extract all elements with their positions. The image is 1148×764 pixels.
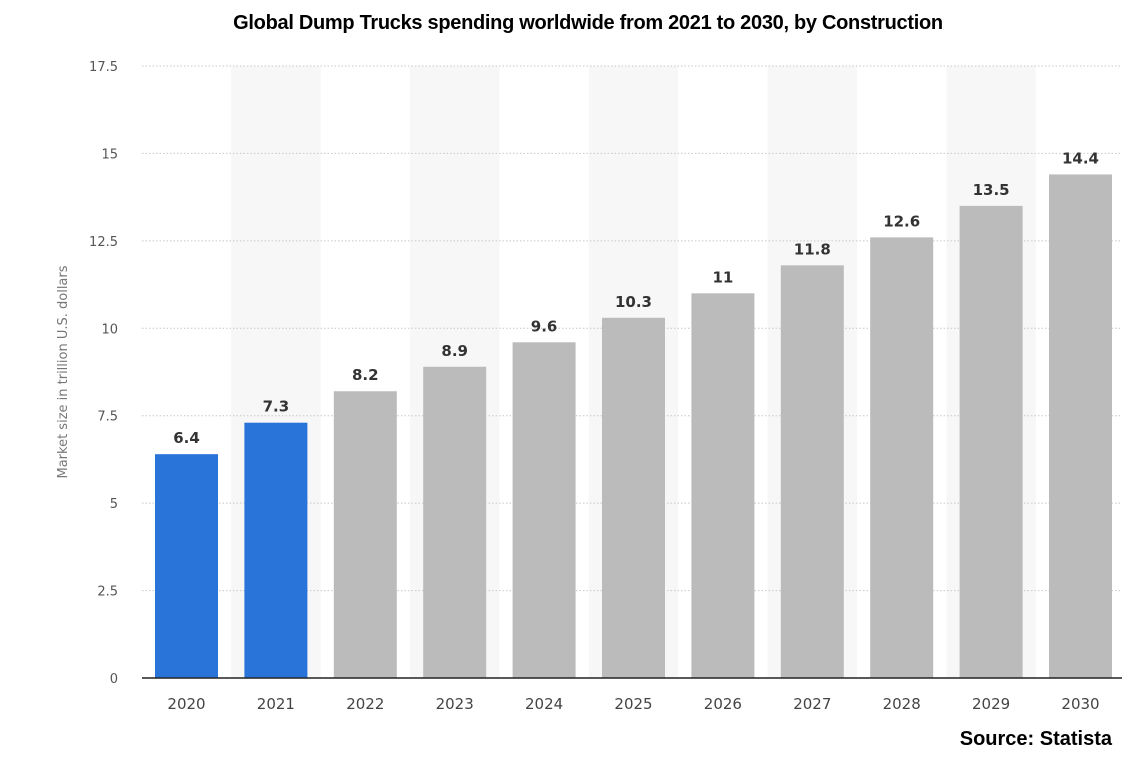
y-tick-label: 5 <box>110 497 118 512</box>
y-tick-label: 17.5 <box>89 60 118 75</box>
x-tick-label: 2021 <box>257 695 295 713</box>
data-label: 8.9 <box>441 342 468 360</box>
bar <box>155 454 218 678</box>
x-tick-label: 2030 <box>1061 695 1099 713</box>
data-label: 13.5 <box>973 181 1010 199</box>
y-tick-label: 12.5 <box>89 235 118 250</box>
bar <box>423 366 487 678</box>
x-tick-label: 2020 <box>167 695 205 713</box>
bar <box>691 293 755 678</box>
x-tick-label: 2029 <box>972 695 1010 713</box>
data-label: 8.2 <box>352 366 379 384</box>
data-label: 6.4 <box>173 429 200 447</box>
data-label: 11.8 <box>794 240 831 258</box>
x-tick-label: 2028 <box>883 695 921 713</box>
data-label: 12.6 <box>883 212 920 230</box>
x-tick-label: 2027 <box>793 695 831 713</box>
data-label: 7.3 <box>263 398 290 416</box>
data-label: 9.6 <box>531 317 558 335</box>
bar <box>333 391 397 678</box>
x-tick-label: 2023 <box>436 695 474 713</box>
data-label: 14.4 <box>1062 149 1099 167</box>
x-tick-label: 2025 <box>614 695 652 713</box>
y-tick-label: 7.5 <box>97 410 118 425</box>
chart-title: Global Dump Trucks spending worldwide fr… <box>233 12 943 34</box>
y-tick-label: 15 <box>101 147 118 162</box>
bar <box>1049 174 1112 678</box>
x-tick-label: 2024 <box>525 695 563 713</box>
x-tick-label: 2022 <box>346 695 384 713</box>
y-tick-label: 10 <box>101 322 118 337</box>
y-tick-label: 2.5 <box>97 585 118 600</box>
bar <box>870 237 934 679</box>
x-tick-label: 2026 <box>704 695 742 713</box>
bar <box>244 422 308 678</box>
bar <box>602 317 665 678</box>
source-note: Source: Statista <box>959 728 1112 750</box>
data-label: 10.3 <box>615 293 652 311</box>
y-tick-label: 0 <box>110 672 118 687</box>
bar <box>959 205 1023 678</box>
data-label: 11 <box>712 268 733 286</box>
y-axis-label: Market size in trillion U.S. dollars <box>56 265 71 478</box>
bar <box>512 342 576 678</box>
bar <box>780 265 844 678</box>
